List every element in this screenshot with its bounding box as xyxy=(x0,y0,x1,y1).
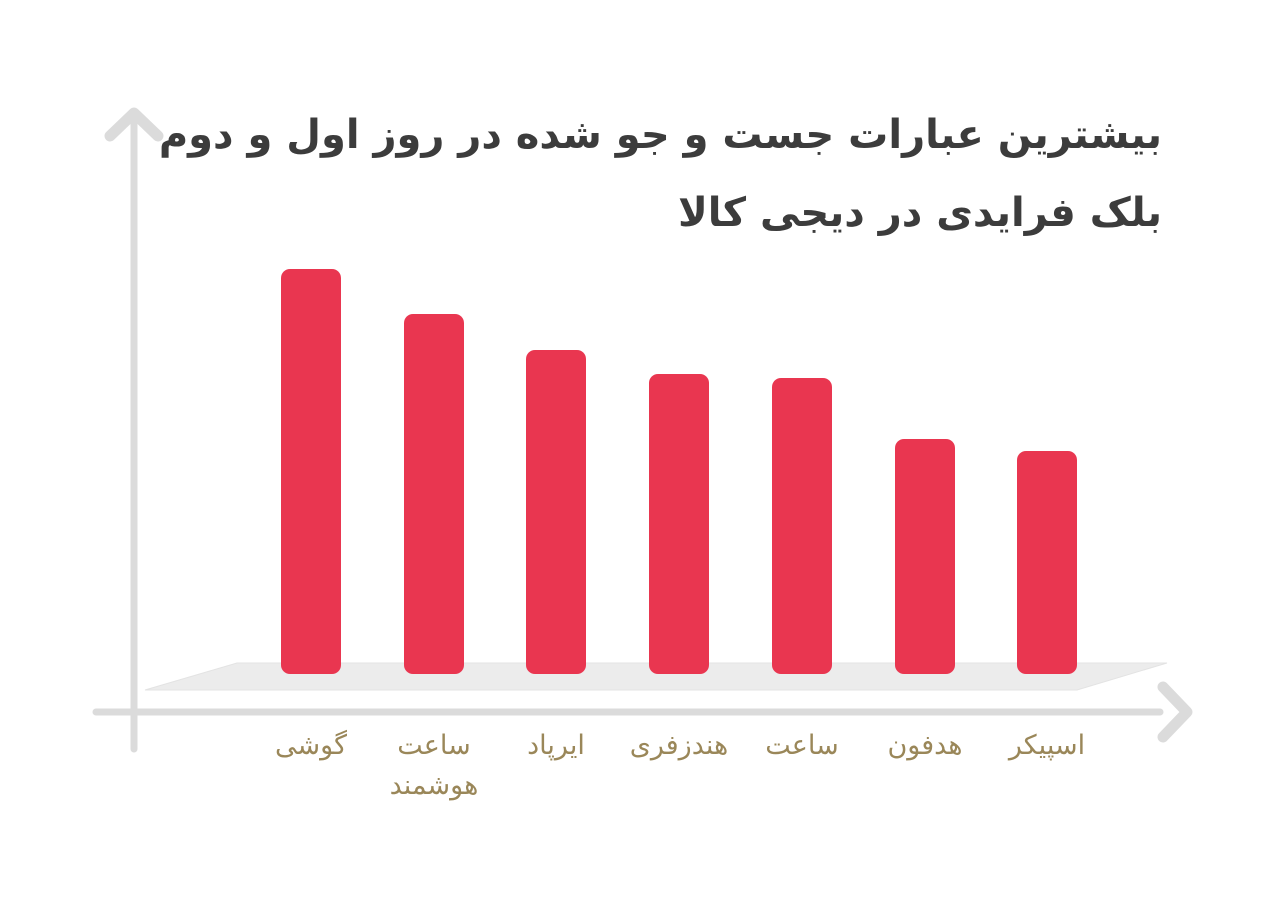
x-axis-label-3: ایرپاد xyxy=(527,730,585,761)
chart-title: بیشترین عبارات جست و جو شده در روز اول و… xyxy=(159,96,1162,252)
bar-1 xyxy=(281,269,341,674)
bar-6 xyxy=(895,439,955,674)
x-axis-arrow-icon xyxy=(1157,681,1193,743)
x-axis-label-1: گوشی xyxy=(275,730,347,761)
bar-3 xyxy=(526,350,586,674)
x-axis-label-2: ساعت هوشمند xyxy=(389,730,479,801)
x-axis-label-6: هدفون xyxy=(887,730,963,761)
x-axis-label-7: اسپیکر xyxy=(1008,730,1086,761)
chart-title-line1: بیشترین عبارات جست و جو شده در روز اول و… xyxy=(158,112,1162,158)
bar-4 xyxy=(649,374,709,674)
x-axis-label-5: ساعت xyxy=(765,730,839,761)
y-axis-arrow-icon xyxy=(104,107,164,142)
bar-5 xyxy=(772,378,832,674)
bar-2 xyxy=(404,314,464,674)
x-axis-label-4: هندزفری xyxy=(629,730,729,761)
bar-7 xyxy=(1017,451,1077,674)
chart-title-line2: بلک فرایدی در دیجی کالا xyxy=(677,190,1162,236)
